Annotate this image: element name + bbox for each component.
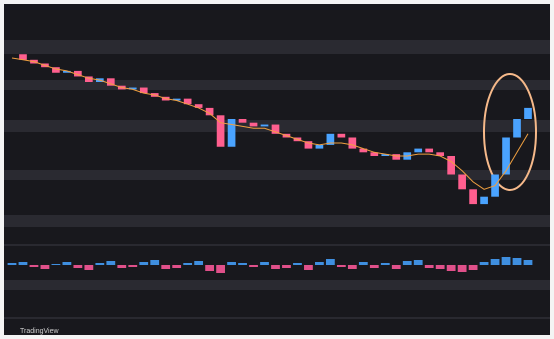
- candle: [19, 54, 27, 60]
- oscillator-bar: [216, 265, 225, 273]
- oscillator-bar: [73, 265, 83, 268]
- oscillator-bar: [304, 265, 313, 270]
- oscillator-bar: [402, 261, 412, 265]
- candle: [304, 141, 313, 149]
- oscillator-bar: [435, 265, 445, 269]
- candle: [458, 174, 466, 190]
- candle: [74, 70, 82, 77]
- candle: [260, 124, 269, 127]
- candle: [52, 67, 60, 73]
- brand: TradingView: [20, 328, 59, 335]
- oscillator-bar: [479, 262, 489, 265]
- oscillator-bar: [391, 265, 401, 269]
- oscillator-bar: [380, 263, 390, 265]
- oscillator-bar: [249, 265, 258, 267]
- oscillator-bar: [347, 265, 357, 269]
- candle: [348, 137, 357, 149]
- candle: [172, 98, 181, 101]
- oscillator-bar: [468, 265, 478, 270]
- oscillator-bar: [227, 262, 236, 265]
- candle: [513, 119, 521, 138]
- oscillator-bar: [260, 262, 269, 265]
- oscillator-bar: [413, 260, 423, 265]
- candle: [216, 115, 225, 147]
- candle: [359, 148, 368, 153]
- candle: [436, 152, 445, 156]
- candle: [194, 104, 203, 108]
- candle: [502, 137, 510, 175]
- oscillator-bar: [106, 261, 116, 265]
- oscillator-bar: [293, 263, 302, 265]
- candle: [414, 148, 423, 153]
- oscillator-bar: [128, 265, 138, 267]
- oscillator-bar: [7, 263, 17, 265]
- oscillator-bar: [523, 260, 533, 265]
- candle: [227, 119, 236, 147]
- candle: [85, 76, 93, 82]
- oscillator-bar: [62, 262, 72, 265]
- candle: [139, 87, 148, 94]
- oscillator-bar: [84, 265, 94, 270]
- candle: [249, 122, 258, 127]
- oscillator-bar: [150, 260, 160, 265]
- oscillator-bar: [183, 263, 193, 265]
- candle: [238, 119, 247, 123]
- oscillator-bar: [501, 257, 511, 265]
- oscillator-bar: [336, 265, 346, 267]
- oscillator-bar: [40, 265, 50, 269]
- oscillator-bar: [238, 263, 247, 265]
- oscillator-bar: [18, 262, 28, 265]
- oscillator-bar: [117, 265, 127, 268]
- candle: [271, 124, 280, 134]
- oscillator-bar: [512, 258, 522, 265]
- candle: [183, 98, 192, 105]
- oscillator-bar: [424, 265, 434, 268]
- candle: [392, 154, 401, 160]
- candle: [63, 70, 71, 73]
- candle: [326, 133, 335, 145]
- oscillator-bar: [282, 265, 291, 268]
- oscillator-bar: [325, 259, 335, 265]
- oscillator-bar: [29, 265, 39, 267]
- annotation-circle: [483, 73, 537, 191]
- oscillator-bar: [161, 265, 171, 269]
- candle: [205, 107, 214, 116]
- candle: [106, 78, 115, 86]
- oscillator-bar: [172, 265, 182, 268]
- candle: [524, 107, 532, 119]
- oscillator-bar: [369, 265, 379, 268]
- candle: [425, 148, 434, 153]
- candle: [480, 196, 488, 205]
- moving-average: [11, 57, 529, 190]
- candle: [370, 152, 379, 156]
- oscillator-bar: [95, 263, 105, 265]
- oscillator-bar: [194, 261, 204, 265]
- oscillator-bar: [205, 265, 215, 271]
- candle: [469, 189, 477, 205]
- candle: [128, 87, 137, 90]
- candle: [315, 144, 324, 149]
- oscillator-bar: [51, 264, 61, 265]
- oscillator-bar: [271, 265, 280, 269]
- oscillator-bar: [446, 265, 456, 271]
- screen: [4, 4, 550, 335]
- candle: [381, 154, 390, 156]
- oscillator-bar: [358, 262, 368, 265]
- candle: [337, 133, 346, 138]
- oscillator-bar: [139, 262, 149, 265]
- oscillator-bar: [490, 259, 500, 265]
- candle: [447, 156, 455, 175]
- oscillator-bar: [457, 265, 467, 272]
- oscillator-bar: [315, 262, 324, 265]
